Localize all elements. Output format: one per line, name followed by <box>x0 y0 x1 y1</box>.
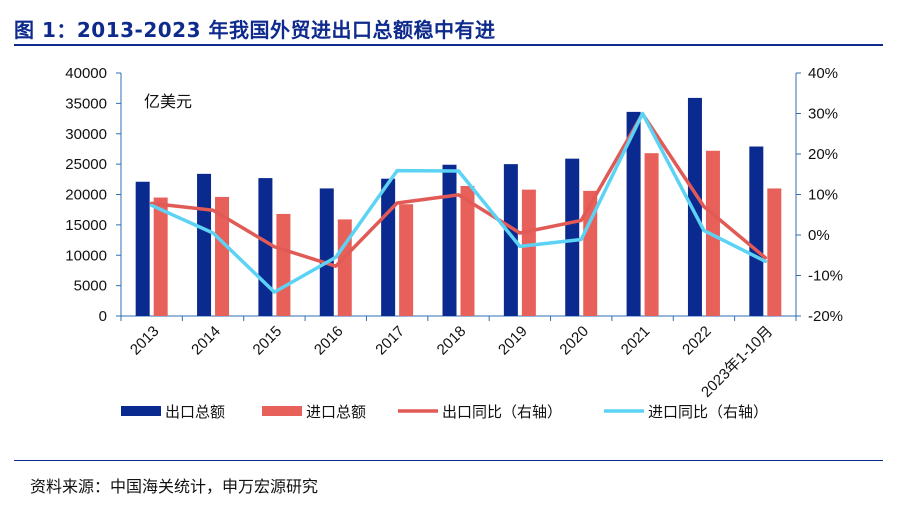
legend-label: 出口总额 <box>165 403 225 421</box>
left-tick-label: 0 <box>99 308 107 325</box>
unit-label: 亿美元 <box>144 92 192 111</box>
export-bar <box>381 178 396 316</box>
x-tick-label: 2022 <box>679 323 715 359</box>
import-bar <box>521 189 536 316</box>
right-tick-label: 40% <box>808 65 838 82</box>
x-tick-label: 2016 <box>311 323 347 359</box>
left-tick-label: 30000 <box>65 126 107 143</box>
left-tick-label: 15000 <box>65 217 107 234</box>
left-tick-label: 5000 <box>74 278 107 295</box>
left-tick-label: 25000 <box>65 156 107 173</box>
import-bar <box>460 185 475 316</box>
left-tick-label: 10000 <box>65 247 107 264</box>
x-tick-label: 2020 <box>556 323 592 359</box>
export-bar <box>503 164 518 316</box>
left-tick-label: 40000 <box>65 65 107 82</box>
left-tick-label: 35000 <box>65 95 107 112</box>
left-tick-label: 20000 <box>65 187 107 204</box>
export-bar <box>319 188 334 316</box>
right-tick-label: -20% <box>808 308 843 325</box>
import-bar <box>583 190 598 316</box>
x-tick-label: 2018 <box>434 323 470 359</box>
figure-title: 图 1：2013-2023 年我国外贸进出口总额稳中有进 <box>14 18 496 42</box>
title-divider <box>14 44 883 46</box>
import-bar <box>399 204 414 316</box>
export-bar <box>135 181 150 316</box>
legend-swatch <box>121 406 161 416</box>
x-tick-label: 2015 <box>250 323 286 359</box>
export-bar <box>565 158 580 316</box>
footer-divider <box>14 460 883 461</box>
legend-label: 出口同比（右轴） <box>442 403 562 421</box>
export-bar <box>197 173 212 316</box>
lines <box>149 111 768 294</box>
legend: 出口总额 进口总额 出口同比（右轴） 进口同比（右轴） <box>121 403 768 421</box>
export-bar <box>626 111 641 316</box>
bars <box>135 97 782 316</box>
right-tick-label: 20% <box>808 146 838 163</box>
x-tick-label: 2013 <box>127 323 163 359</box>
export-yoy-line <box>149 112 768 268</box>
import-bar <box>644 153 659 316</box>
export-bar <box>442 164 457 316</box>
legend-label: 进口总额 <box>306 403 366 421</box>
axes <box>116 72 801 321</box>
export-bar <box>749 146 764 316</box>
right-tick-label: 10% <box>808 187 838 204</box>
legend-label: 进口同比（右轴） <box>648 403 768 421</box>
import-bar <box>767 188 782 316</box>
export-bar <box>687 97 702 316</box>
right-tick-label: -10% <box>808 268 843 285</box>
legend-swatch <box>262 406 302 416</box>
import-bar <box>337 219 352 316</box>
source-note: 资料来源：中国海关统计，申万宏源研究 <box>30 477 319 496</box>
import-yoy-line <box>149 111 768 294</box>
import-bar <box>153 197 168 316</box>
x-tick-label: 2021 <box>618 323 654 359</box>
export-bar <box>258 178 273 316</box>
x-tick-label: 2019 <box>495 323 531 359</box>
x-tick-label: 2014 <box>188 323 224 359</box>
import-bar <box>276 213 291 316</box>
import-bar <box>215 196 230 316</box>
right-tick-label: 30% <box>808 106 838 123</box>
x-tick-label: 2017 <box>372 323 408 359</box>
right-tick-label: 0% <box>808 227 830 244</box>
